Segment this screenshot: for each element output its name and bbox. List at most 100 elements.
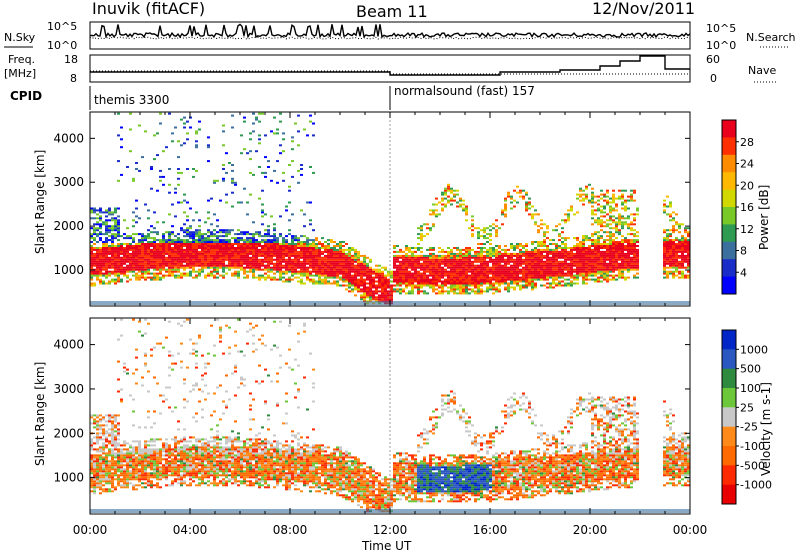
power-cell	[267, 260, 270, 263]
power-cell	[612, 241, 615, 243]
power-cell	[333, 264, 336, 267]
power-cell	[540, 241, 543, 243]
power-cell	[507, 248, 510, 251]
power-cell	[159, 175, 162, 178]
velocity-cell	[105, 468, 108, 471]
power-cell	[111, 245, 114, 247]
power-cell	[429, 252, 432, 255]
power-cell	[579, 187, 582, 190]
power-cell	[222, 177, 225, 180]
power-cell	[621, 223, 624, 226]
power-cell	[528, 262, 531, 265]
velocity-cell	[114, 426, 117, 429]
power-cell	[672, 217, 675, 220]
power-cell	[105, 260, 108, 263]
power-cell	[675, 221, 678, 224]
power-cell	[366, 264, 369, 267]
power-cell	[528, 266, 531, 269]
power-cell	[576, 262, 579, 265]
power-cell	[174, 241, 177, 243]
power-cell	[447, 260, 450, 263]
power-cell	[297, 266, 300, 269]
power-cell	[279, 243, 282, 245]
power-cell	[174, 247, 177, 249]
power-cell	[390, 284, 393, 287]
power-cell	[483, 278, 486, 281]
power-cell	[504, 260, 507, 263]
power-cell	[618, 245, 621, 247]
power-cell	[531, 215, 534, 218]
power-cell	[243, 272, 246, 275]
power-cell	[417, 274, 420, 277]
power-cell	[591, 264, 594, 267]
power-cell	[468, 227, 471, 230]
power-cell	[141, 252, 144, 255]
power-cell	[102, 256, 105, 259]
power-cell	[516, 258, 519, 261]
power-cell	[339, 264, 342, 267]
power-cell	[264, 268, 267, 271]
power-cell	[354, 260, 357, 263]
power-cell	[681, 252, 684, 255]
velocity-cell	[114, 442, 117, 445]
power-cell	[609, 209, 612, 212]
power-cell	[609, 250, 612, 253]
power-cell	[621, 241, 624, 243]
power-cell	[117, 219, 120, 222]
power-cell	[258, 112, 261, 115]
power-cell	[630, 227, 633, 230]
power-cell	[222, 260, 225, 263]
power-cell	[315, 282, 318, 285]
power-cell	[336, 250, 339, 253]
power-cell	[456, 276, 459, 279]
power-cell	[252, 173, 255, 176]
power-cell	[330, 250, 333, 253]
power-cell	[225, 241, 228, 243]
power-cell	[189, 262, 192, 265]
power-cell	[381, 276, 384, 279]
power-cell	[636, 264, 639, 267]
power-cell	[216, 276, 219, 279]
power-cell	[510, 266, 513, 269]
power-cell	[591, 213, 594, 216]
velocity-cell	[96, 460, 99, 463]
power-cell	[552, 280, 555, 283]
power-cell	[207, 262, 210, 265]
power-cell	[546, 247, 549, 249]
velocity-cell	[93, 482, 96, 485]
power-cell	[528, 250, 531, 253]
power-cell	[459, 276, 462, 279]
power-cell	[576, 254, 579, 257]
power-cell	[666, 237, 669, 240]
power-cell	[591, 197, 594, 200]
power-cell	[90, 274, 93, 277]
power-cell	[435, 262, 438, 265]
power-cell	[672, 260, 675, 263]
power-cell	[279, 152, 282, 155]
power-cell	[303, 241, 306, 243]
power-cell	[519, 278, 522, 281]
power-cell	[450, 252, 453, 255]
power-cell	[399, 254, 402, 257]
power-cell	[303, 282, 306, 285]
power-cell	[543, 268, 546, 271]
power-cell	[249, 237, 252, 240]
power-cell	[111, 239, 114, 242]
power-cell	[558, 223, 561, 226]
power-cell	[126, 166, 129, 168]
power-cell	[231, 274, 234, 277]
power-cell	[348, 272, 351, 275]
power-cell	[234, 274, 237, 277]
power-cell	[426, 223, 429, 226]
power-cell	[378, 290, 381, 293]
power-cell	[96, 235, 99, 238]
power-colorbar-swatch	[722, 259, 736, 278]
power-cell	[534, 213, 537, 216]
power-cell	[405, 268, 408, 271]
power-cell	[582, 256, 585, 259]
power-cell	[225, 250, 228, 253]
power-cell	[399, 280, 402, 283]
power-cell	[588, 278, 591, 281]
power-cell	[192, 248, 195, 251]
power-cell	[678, 250, 681, 253]
